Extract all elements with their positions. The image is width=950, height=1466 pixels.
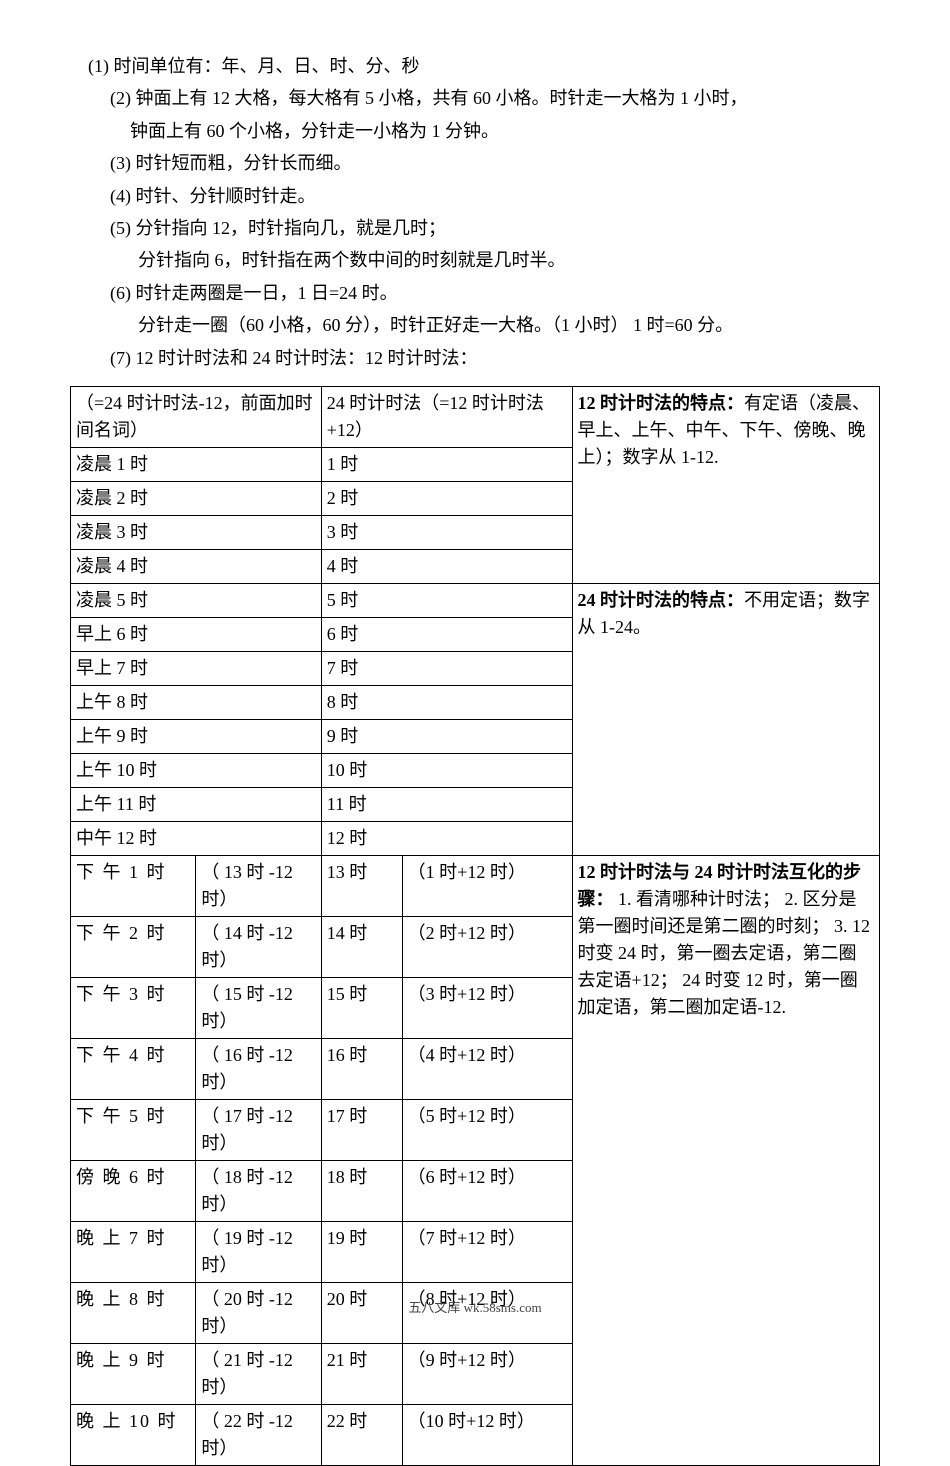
cell-12h-calc: （ 19 时 -12 时） [196,1221,321,1282]
list-item: (1) 时间单位有：年、月、日、时、分、秒 [70,50,880,82]
cell-24h-name: 11 时 [321,787,572,821]
cell-12h-name: 下 午 1 时 [71,855,196,916]
cell-24h-name: 3 时 [321,515,572,549]
cell-12h-name: 凌晨 5 时 [71,583,322,617]
cell-12h-name: 下 午 4 时 [71,1038,196,1099]
cell-12h-name: 凌晨 2 时 [71,481,322,515]
cell-12h-calc: （ 21 时 -12 时） [196,1343,321,1404]
cell-24h-calc: （1 时+12 时） [402,855,572,916]
cell-24h-name: 13 时 [321,855,402,916]
list-item: (6) 时针走两圈是一日，1 日=24 时。 [70,277,880,309]
list-item: (5) 分针指向 12，时针指向几，就是几时； [70,212,880,244]
cell-12h-name: 晚 上 7 时 [71,1221,196,1282]
cell-24h-calc: （3 时+12 时） [402,977,572,1038]
cell-12h-calc: （ 16 时 -12 时） [196,1038,321,1099]
cell-12h-calc: （ 18 时 -12 时） [196,1160,321,1221]
cell-24h-name: 4 时 [321,549,572,583]
cell-24h-calc: （2 时+12 时） [402,916,572,977]
header-12h: （=24 时计时法-12，前面加时间名词） [71,386,322,447]
cell-12h-name: 上午 9 时 [71,719,322,753]
list-item-cont: 分针指向 6，时针指在两个数中间的时刻就是几时半。 [70,244,880,276]
cell-24h-calc: （10 时+12 时） [402,1404,572,1465]
cell-24h-calc: （6 时+12 时） [402,1160,572,1221]
list-item: (4) 时针、分针顺时针走。 [70,180,880,212]
cell-12h-calc: （ 13 时 -12 时） [196,855,321,916]
cell-24h-name: 21 时 [321,1343,402,1404]
cell-12h-name: 早上 7 时 [71,651,322,685]
cell-24h-name: 2 时 [321,481,572,515]
cell-12h-name: 凌晨 4 时 [71,549,322,583]
cell-12h-calc: （ 22 时 -12 时） [196,1404,321,1465]
cell-24h-name: 22 时 [321,1404,402,1465]
cell-24h-calc: （9 时+12 时） [402,1343,572,1404]
cell-24h-name: 10 时 [321,753,572,787]
cell-12h-calc: （ 14 时 -12 时） [196,916,321,977]
cell-24h-name: 7 时 [321,651,572,685]
cell-24h-name: 14 时 [321,916,402,977]
cell-12h-name: 中午 12 时 [71,821,322,855]
cell-12h-name: 早上 6 时 [71,617,322,651]
list-item: (7) 12 时计时法和 24 时计时法：12 时计时法： [70,342,880,374]
cell-24h-calc: （5 时+12 时） [402,1099,572,1160]
cell-24h-name: 5 时 [321,583,572,617]
cell-12h-name: 下 午 3 时 [71,977,196,1038]
cell-12h-name: 上午 11 时 [71,787,322,821]
cell-24h-name: 17 时 [321,1099,402,1160]
cell-12h-name: 凌晨 3 时 [71,515,322,549]
cell-12h-calc: （ 17 时 -12 时） [196,1099,321,1160]
cell-24h-name: 1 时 [321,447,572,481]
cell-24h-calc: （7 时+12 时） [402,1221,572,1282]
note-convert-steps: 12 时计时法与 24 时计时法互化的步骤： 1. 看清哪种计时法； 2. 区分… [572,855,879,1465]
cell-24h-calc: （4 时+12 时） [402,1038,572,1099]
footer: 五八文库 wk.58sms.com [0,1297,950,1316]
header-24h: 24 时计时法（=12 时计时法+12） [321,386,572,447]
list-item: (3) 时针短而粗，分针长而细。 [70,147,880,179]
numbered-list: (1) 时间单位有：年、月、日、时、分、秒 (2) 钟面上有 12 大格，每大格… [70,50,880,374]
cell-12h-name: 下 午 5 时 [71,1099,196,1160]
list-item-cont: 分针走一圈（60 小格，60 分），时针正好走一大格。（1 小时） 1 时=60… [70,309,880,341]
cell-12h-name: 晚 上 10 时 [71,1404,196,1465]
cell-24h-name: 15 时 [321,977,402,1038]
cell-12h-name: 晚 上 9 时 [71,1343,196,1404]
list-item: (2) 钟面上有 12 大格，每大格有 5 小格，共有 60 小格。时针走一大格… [70,82,880,114]
cell-12h-name: 傍 晚 6 时 [71,1160,196,1221]
cell-24h-name: 19 时 [321,1221,402,1282]
cell-24h-name: 18 时 [321,1160,402,1221]
note-24h-feature: 24 时计时法的特点：不用定语；数字从 1-24。 [572,583,879,855]
note-12h-feature: 12 时计时法的特点：有定语（凌晨、早上、上午、中午、下午、傍晚、晚上）；数字从… [572,386,879,583]
list-item-cont: 钟面上有 60 个小格，分针走一小格为 1 分钟。 [70,115,880,147]
cell-24h-name: 16 时 [321,1038,402,1099]
cell-24h-name: 9 时 [321,719,572,753]
cell-12h-name: 上午 10 时 [71,753,322,787]
cell-24h-name: 12 时 [321,821,572,855]
cell-12h-name: 凌晨 1 时 [71,447,322,481]
cell-24h-name: 6 时 [321,617,572,651]
cell-24h-name: 8 时 [321,685,572,719]
cell-12h-name: 上午 8 时 [71,685,322,719]
cell-12h-calc: （ 15 时 -12 时） [196,977,321,1038]
cell-12h-name: 下 午 2 时 [71,916,196,977]
